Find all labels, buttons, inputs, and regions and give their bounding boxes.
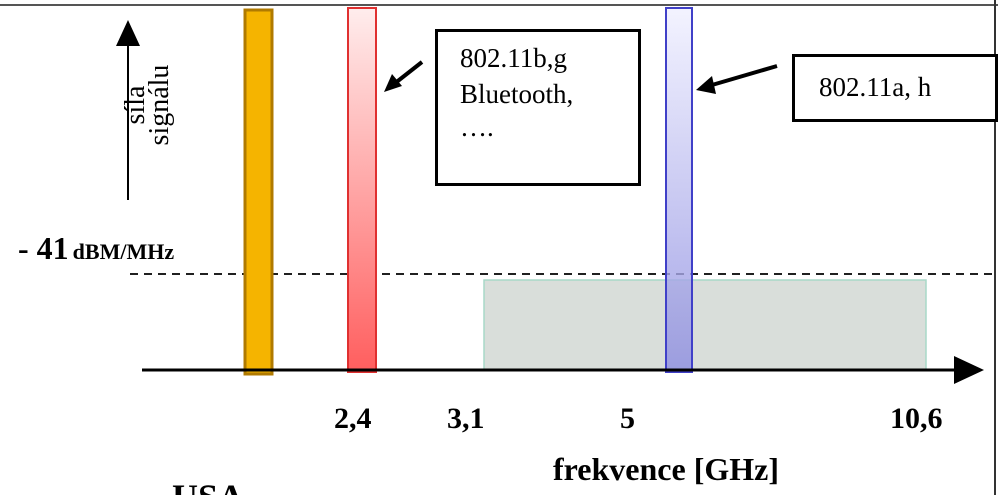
red-band-2-4ghz (347, 7, 377, 373)
callout-left-arrow-line (392, 60, 424, 86)
threshold-unit: dBM/MHz (72, 239, 175, 264)
callout-left-line-3: …. (460, 112, 494, 142)
uwb-band-region (483, 279, 927, 371)
threshold-value: - 41 (18, 230, 69, 266)
callout-right-arrowhead (696, 76, 716, 94)
threshold-label: - 41 dBM/MHz (18, 230, 174, 267)
x-tick-label: 10,6 (890, 402, 943, 435)
x-tick-label: 5 (620, 402, 635, 435)
x-tick-label: 3,1 (447, 402, 485, 435)
y-axis-label: síla signálu (120, 64, 175, 146)
orange-band (243, 8, 274, 376)
callout-right-arrow-line (711, 64, 778, 87)
callout-left-line-1: 802.11b,g (460, 43, 567, 73)
callout-box-right: 802.11a, h (792, 54, 998, 122)
blue-band-5ghz (665, 7, 693, 373)
region-label: USA (172, 476, 244, 495)
x-tick-label: 2,4 (334, 402, 372, 435)
x-axis-arrowhead (954, 356, 984, 384)
callout-left-arrowhead (384, 74, 402, 92)
callout-right-text: 802.11a, h (819, 72, 932, 102)
y-axis-arrowhead (116, 20, 140, 46)
x-axis-label: frekvence [GHz] (553, 451, 779, 487)
callout-left-line-2: Bluetooth, (460, 79, 574, 109)
callout-box-left: 802.11b,g Bluetooth, …. (435, 29, 641, 186)
